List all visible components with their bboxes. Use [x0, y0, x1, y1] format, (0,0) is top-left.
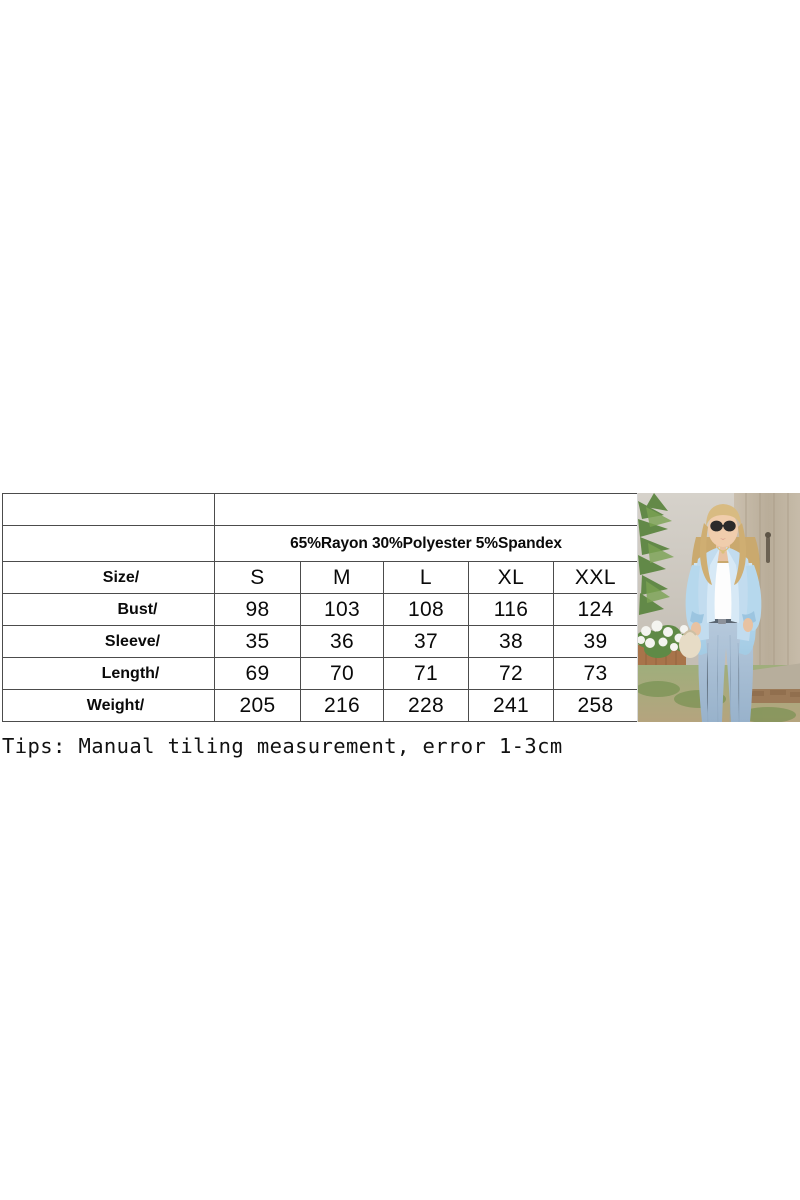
cell-weight-xxl: 258 — [552, 689, 639, 722]
table-row-weight: Weight/ 205 216 228 241 258 — [2, 689, 639, 722]
ghost-cell-fabric-left — [2, 525, 215, 562]
cell-length-xl: 72 — [468, 657, 554, 690]
cell-weight-l: 228 — [383, 689, 469, 722]
cell-bust-m: 103 — [300, 593, 384, 626]
table-row-bust: Bust/ 98 103 108 116 124 — [2, 593, 639, 626]
cell-bust-s: 98 — [214, 593, 301, 626]
cell-sleeve-m: 36 — [300, 625, 384, 658]
row-label-weight: Weight/ — [2, 689, 215, 722]
cell-sleeve-xxl: 39 — [552, 625, 639, 658]
table-row-ghost-top — [2, 493, 639, 526]
row-label-bust: Bust/ — [2, 593, 215, 626]
tips-note: Tips: Manual tiling measurement, error 1… — [2, 734, 563, 758]
table-row-sleeve: Sleeve/ 35 36 37 38 39 — [2, 625, 639, 658]
cell-bust-xxl: 124 — [552, 593, 639, 626]
ghost-cell-top-left — [2, 493, 215, 526]
ghost-cell-top-right — [213, 493, 639, 526]
size-chart-table: 65%Rayon 30%Polyester 5%Spandex Size/ S … — [2, 493, 639, 722]
table-row-fabric: 65%Rayon 30%Polyester 5%Spandex — [2, 525, 639, 562]
column-header-s: S — [214, 561, 301, 594]
row-label-size: Size/ — [2, 561, 215, 594]
table-row-length: Length/ 69 70 71 72 73 — [2, 657, 639, 690]
row-label-length: Length/ — [2, 657, 215, 690]
cell-sleeve-l: 37 — [383, 625, 469, 658]
cell-bust-xl: 116 — [468, 593, 554, 626]
column-header-xxl: XXL — [552, 561, 639, 594]
cell-bust-l: 108 — [383, 593, 469, 626]
cell-weight-m: 216 — [300, 689, 384, 722]
cell-weight-xl: 241 — [468, 689, 554, 722]
cell-length-s: 69 — [214, 657, 301, 690]
fabric-composition-cell: 65%Rayon 30%Polyester 5%Spandex — [213, 525, 639, 562]
cell-sleeve-s: 35 — [214, 625, 301, 658]
column-header-l: L — [383, 561, 469, 594]
column-header-xl: XL — [468, 561, 554, 594]
product-photo-illustration — [638, 493, 800, 722]
size-chart-block: 65%Rayon 30%Polyester 5%Spandex Size/ S … — [2, 493, 800, 723]
table-row-size-header: Size/ S M L XL XXL — [2, 561, 639, 594]
cell-length-l: 71 — [383, 657, 469, 690]
row-label-sleeve: Sleeve/ — [2, 625, 215, 658]
cell-weight-s: 205 — [214, 689, 301, 722]
cell-length-m: 70 — [300, 657, 384, 690]
cell-length-xxl: 73 — [552, 657, 639, 690]
cell-sleeve-xl: 38 — [468, 625, 554, 658]
fabric-composition-text: 65%Rayon 30%Polyester 5%Spandex — [290, 534, 562, 552]
column-header-m: M — [300, 561, 384, 594]
product-photo — [637, 493, 800, 722]
